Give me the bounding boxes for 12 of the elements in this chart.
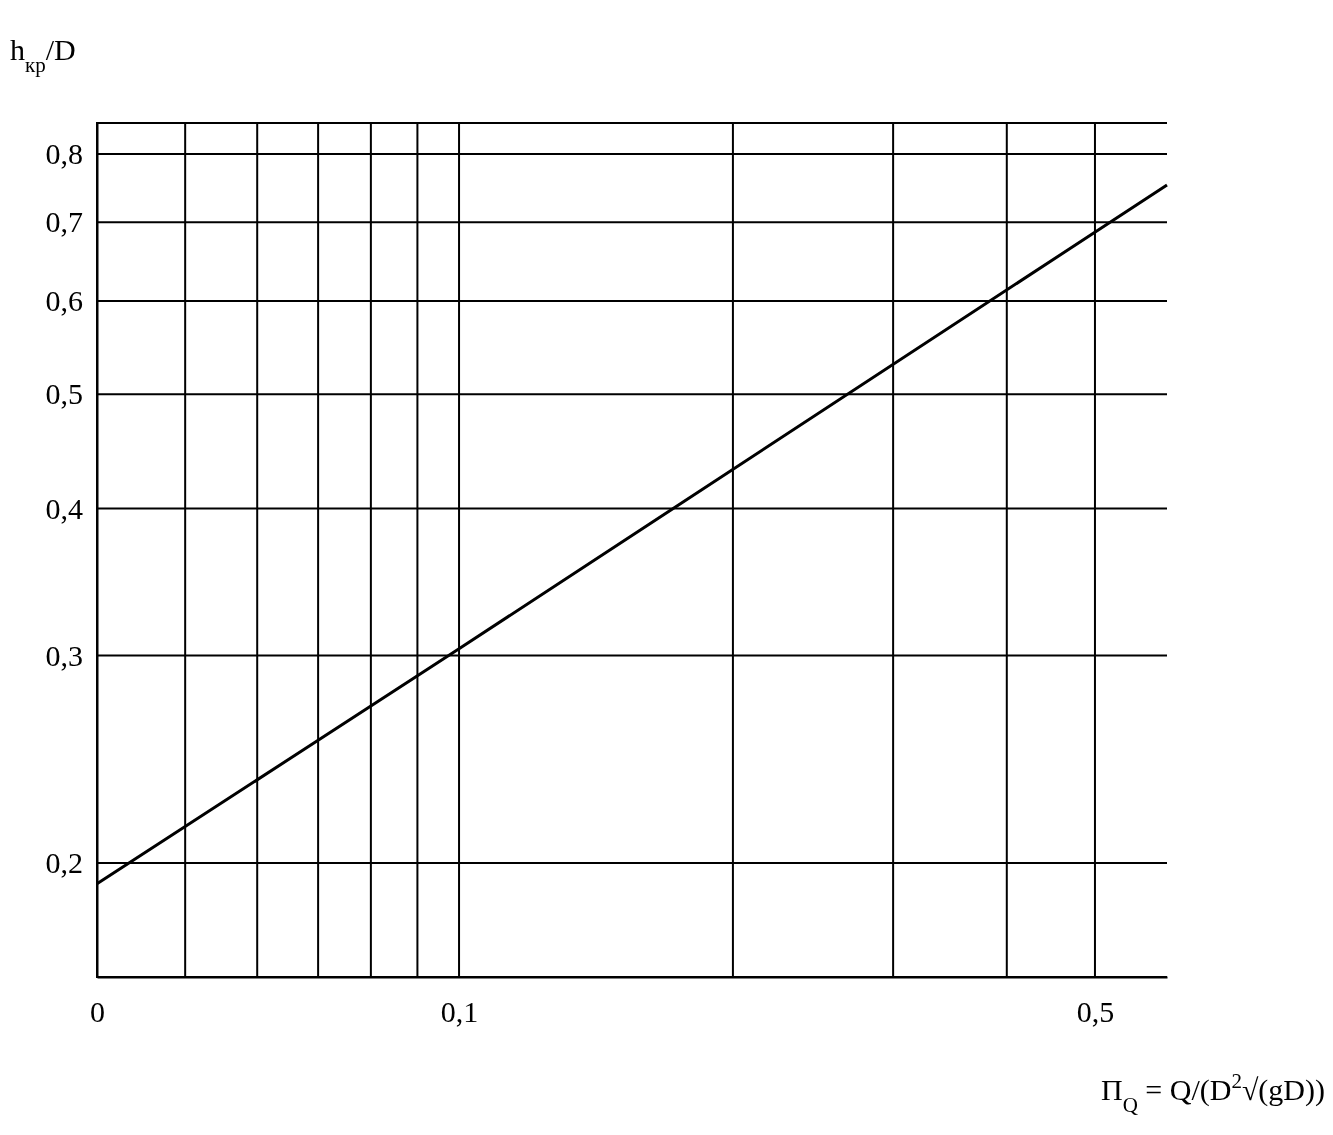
y-tick-label: 0,5 <box>45 377 83 411</box>
x-tick-label: 0 <box>90 995 105 1029</box>
x-tick-label: 0,5 <box>1076 995 1115 1029</box>
y-tick-label: 0,4 <box>45 491 83 525</box>
y-tick-label: 0,7 <box>45 205 83 239</box>
x-axis-title: Π$_{Q}$ = Q/(D$^{2}$√(gD)) <box>1100 1069 1325 1117</box>
x-tick-label: 0,1 <box>440 995 479 1029</box>
y-tick-label: 0,6 <box>45 284 83 318</box>
y-tick-label: 0,2 <box>45 845 83 879</box>
y-tick-label: 0,3 <box>45 638 83 672</box>
y-axis-title: h$_{кр}$/D <box>10 33 76 77</box>
y-tick-label: 0,8 <box>45 137 83 171</box>
